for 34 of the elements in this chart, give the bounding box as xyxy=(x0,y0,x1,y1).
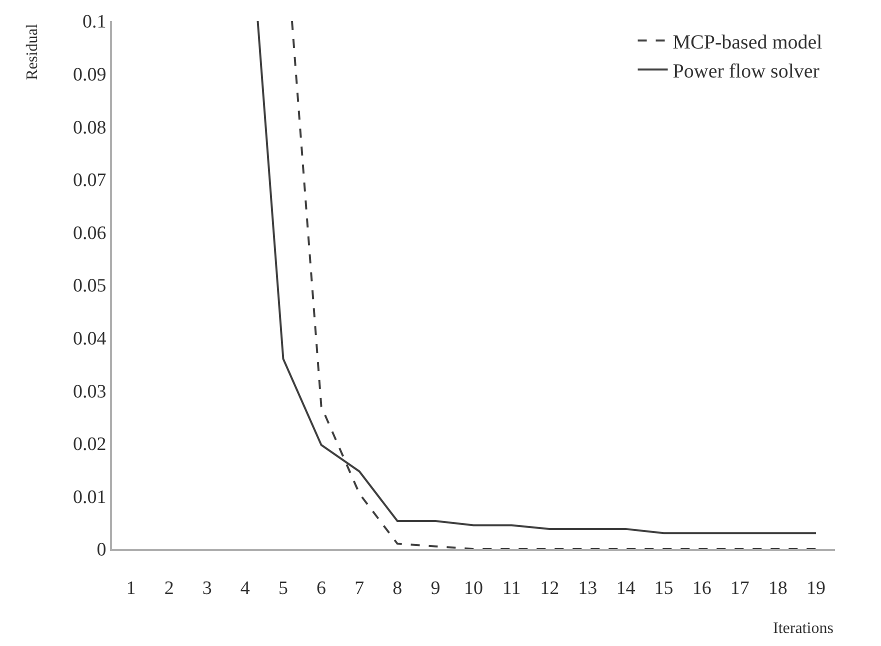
x-tick-label: 15 xyxy=(654,578,674,599)
x-tick-label: 13 xyxy=(578,578,598,599)
x-tick-label: 2 xyxy=(164,578,174,599)
y-tick-label: 0.09 xyxy=(72,64,106,86)
y-axis-title: Residual xyxy=(24,23,41,80)
x-tick-label: 19 xyxy=(806,578,826,599)
y-tick-label: 0.03 xyxy=(72,381,106,402)
x-tick-label: 16 xyxy=(692,578,712,599)
x-tick-label: 6 xyxy=(316,578,326,599)
x-tick-label: 8 xyxy=(392,578,402,599)
x-tick-label: 11 xyxy=(502,578,521,599)
x-tick-label: 10 xyxy=(464,578,483,599)
x-tick-label: 14 xyxy=(616,578,636,599)
y-tick-label: 0.04 xyxy=(72,328,107,350)
x-axis-title: Iterations xyxy=(773,620,834,637)
y-tick-label: 0.07 xyxy=(72,170,106,192)
x-tick-label: 1 xyxy=(126,578,136,599)
x-tick-label: 7 xyxy=(354,578,364,599)
y-tick-label: 0.05 xyxy=(72,276,106,297)
legend-label: MCP-based model xyxy=(672,31,823,54)
y-tick-label: 0.06 xyxy=(72,222,106,244)
x-tick-label: 3 xyxy=(202,578,212,599)
x-tick-label: 4 xyxy=(240,578,250,599)
y-tick-label: 0.08 xyxy=(72,117,106,138)
x-tick-label: 5 xyxy=(278,578,288,599)
x-tick-label: 9 xyxy=(430,578,440,599)
y-tick-label: 0 xyxy=(96,540,106,561)
y-tick-label: 0.01 xyxy=(72,486,106,508)
x-tick-label: 17 xyxy=(730,578,750,599)
y-tick-label: 0.02 xyxy=(72,434,106,456)
legend-label: Power flow solver xyxy=(672,60,820,82)
x-tick-label: 18 xyxy=(768,578,788,599)
y-tick-label: 0.1 xyxy=(82,12,106,33)
x-tick-label: 12 xyxy=(540,578,560,599)
